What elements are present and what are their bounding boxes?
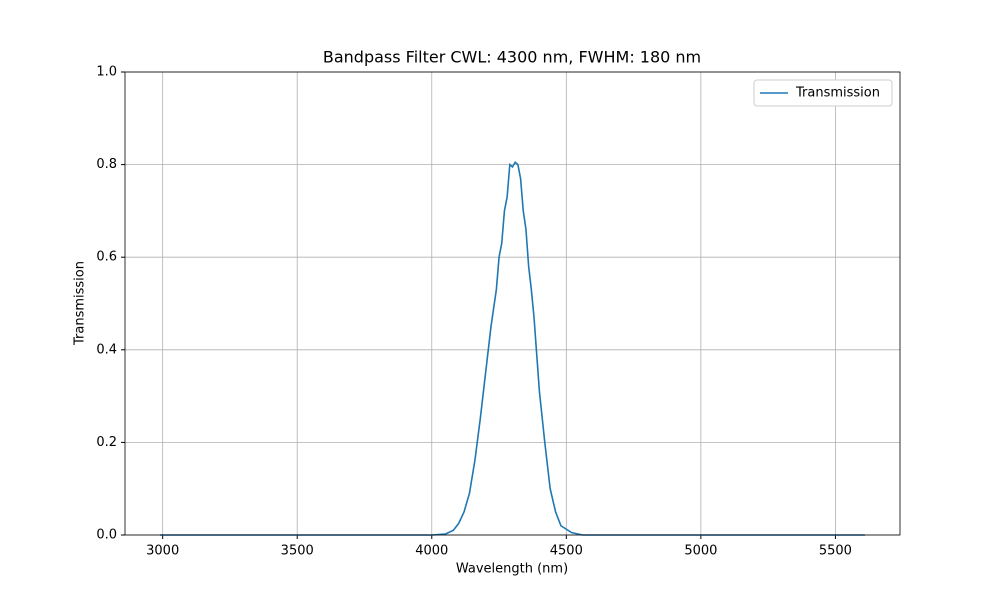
x-tick-label: 4500 bbox=[550, 544, 583, 559]
legend-box bbox=[753, 79, 893, 107]
plot-frame bbox=[124, 71, 901, 536]
x-tick-label: 4000 bbox=[415, 544, 448, 559]
chart-title: Bandpass Filter CWL: 4300 nm, FWHM: 180 … bbox=[323, 48, 701, 67]
y-axis-label: Transmission bbox=[73, 261, 88, 346]
y-tick-label: 0.2 bbox=[96, 435, 117, 450]
y-tick-label: 0.0 bbox=[96, 528, 117, 543]
x-tick-label: 3000 bbox=[146, 544, 179, 559]
y-tick-label: 0.8 bbox=[96, 157, 117, 172]
legend-label: Transmission bbox=[795, 86, 880, 101]
x-tick-label: 3500 bbox=[281, 544, 314, 559]
y-tick-label: 0.4 bbox=[96, 342, 117, 357]
y-tick-label: 0.6 bbox=[96, 250, 117, 265]
x-axis-label: Wavelength (nm) bbox=[456, 562, 568, 577]
x-tick-label: 5500 bbox=[819, 544, 852, 559]
x-tick-label: 5000 bbox=[684, 544, 717, 559]
line-series bbox=[159, 161, 866, 536]
y-tick-label: 1.0 bbox=[96, 65, 117, 80]
